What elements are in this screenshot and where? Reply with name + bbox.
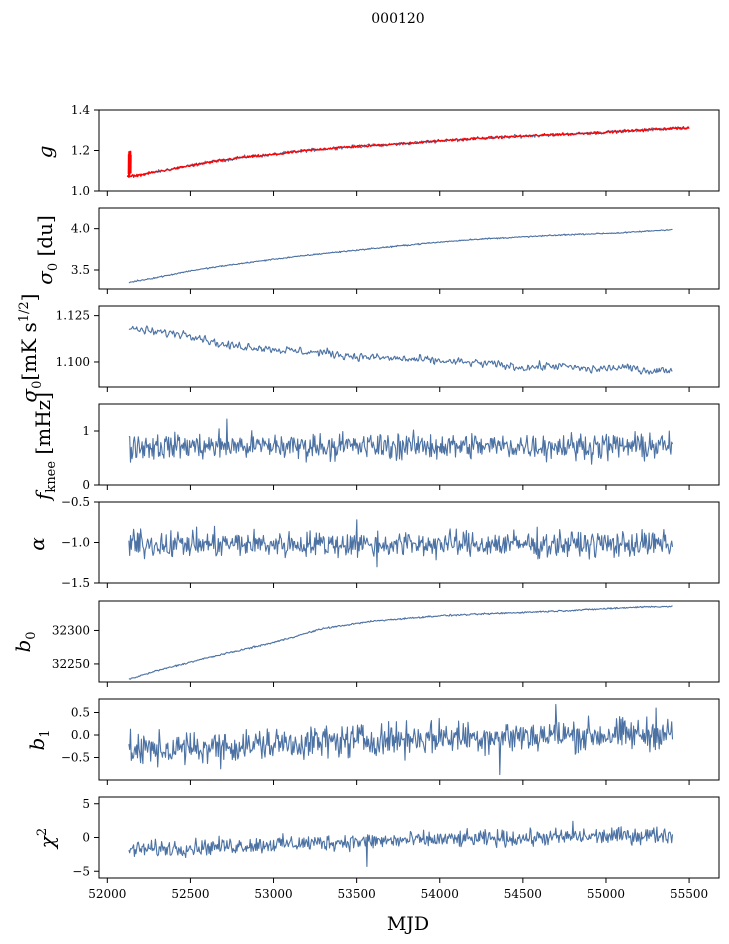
panel-5: −1.5 −1.0 −0.5 α: [25, 495, 720, 590]
y-tick-label: 1: [82, 424, 90, 438]
panel-frame: [98, 403, 720, 486]
panel-frame: [98, 305, 720, 388]
series-line: [128, 605, 673, 680]
series-line: [128, 703, 674, 776]
x-tick-label: 54000: [421, 887, 459, 901]
x-tick-label: 52000: [88, 887, 126, 901]
series-line: [128, 325, 673, 375]
y-axis-label: b0: [11, 631, 39, 652]
panel-8: −5 0 5 52000 52500 53000 53500 54000 54500 55000 5…: [35, 796, 720, 901]
series-spike: [127, 150, 132, 178]
x-tick-label: 52500: [171, 887, 209, 901]
y-axis-label: g: [33, 146, 57, 159]
panel-6: 32250 32300 b0: [11, 600, 720, 687]
series-line: [126, 126, 690, 178]
panel-3: 1.100 1.125 σ0[mK s1/2]: [17, 293, 720, 403]
y-tick-label: 4.0: [71, 222, 90, 236]
y-tick-label: −1.0: [61, 536, 90, 550]
y-tick-label: 0.5: [71, 706, 90, 720]
panel-frame: [98, 109, 720, 192]
y-tick-label: −0.5: [61, 751, 90, 765]
panel-frame: [98, 698, 720, 781]
y-tick-label: 32300: [52, 623, 90, 637]
series-line: [126, 126, 690, 178]
x-axis-label: MJD: [387, 913, 429, 935]
y-axis-label: fknee [mHz]: [31, 392, 59, 502]
series-line: [128, 228, 673, 284]
y-axis-label: σ0 [du]: [33, 215, 61, 285]
y-tick-label: 3.5: [71, 263, 90, 277]
panel-4: 0 1 fknee [mHz]: [31, 392, 720, 502]
y-axis-label: σ0[mK s1/2]: [17, 293, 45, 402]
x-tick-label: 54500: [504, 887, 542, 901]
y-tick-label: 5: [82, 797, 90, 811]
series-line: [128, 418, 674, 465]
panel-1: 1.0 1.2 1.4 g: [33, 103, 720, 198]
y-tick-label: −1.5: [61, 576, 90, 590]
y-tick-label: 0: [82, 831, 90, 845]
x-tick-label: 55500: [670, 887, 708, 901]
x-tick-label: 53500: [338, 887, 376, 901]
y-tick-label: 1.125: [56, 309, 90, 323]
y-axis-label: b1: [25, 729, 53, 750]
x-tick-label: 53000: [254, 887, 292, 901]
series-line: [128, 519, 674, 568]
y-tick-label: −5: [72, 864, 90, 878]
panel-frame: [98, 600, 720, 683]
y-axis-label: χ2: [35, 828, 59, 850]
x-tick-label: 55000: [587, 887, 625, 901]
panel-frame: [98, 207, 720, 290]
y-tick-label: 1.2: [71, 144, 90, 158]
y-tick-label: −0.5: [61, 495, 90, 509]
y-tick-label: 1.100: [56, 355, 90, 369]
y-axis-label: α: [25, 537, 49, 551]
series-line: [128, 820, 674, 868]
panel-2: 3.5 4.0 σ0 [du]: [33, 207, 720, 294]
y-tick-label: 32250: [52, 657, 90, 671]
figure-title: 000120: [371, 11, 424, 27]
y-tick-label: 0.0: [71, 728, 90, 742]
y-tick-label: 1.0: [71, 184, 90, 198]
panel-7: −0.5 0.0 0.5 b1: [25, 698, 720, 785]
panels: 1.0 1.2 1.4 g 3.5 4.0 σ0 [du] 1.100 1.125 σ0[mK s…: [11, 103, 720, 901]
y-tick-label: 0: [82, 478, 90, 492]
y-tick-label: 1.4: [71, 103, 90, 117]
